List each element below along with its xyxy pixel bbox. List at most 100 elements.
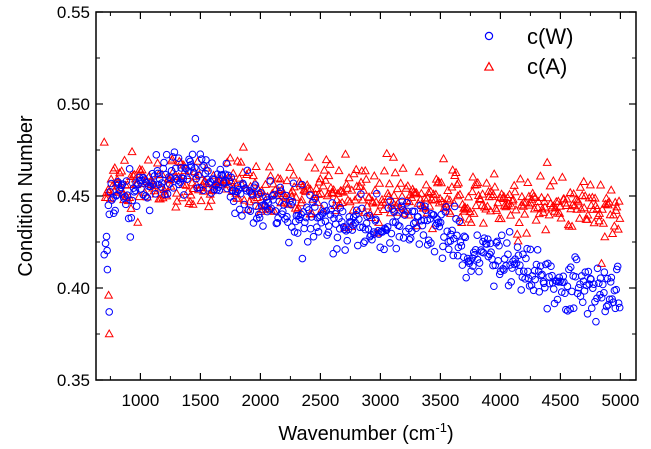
point-cA xyxy=(556,213,566,222)
point-cW xyxy=(327,205,335,214)
point-cW xyxy=(102,232,111,241)
point-cA xyxy=(320,175,331,184)
point-cW xyxy=(322,207,331,215)
point-cW xyxy=(597,293,606,302)
point-cA xyxy=(573,196,584,206)
point-cA xyxy=(186,190,196,199)
point-cW xyxy=(614,299,623,308)
point-cW xyxy=(165,173,173,181)
point-cW xyxy=(149,180,158,189)
point-cA xyxy=(471,200,481,210)
point-cA xyxy=(467,186,477,196)
point-cA xyxy=(206,195,216,204)
point-cW xyxy=(210,185,219,194)
point-cA xyxy=(517,191,527,201)
point-cW xyxy=(256,189,265,197)
point-cA xyxy=(594,208,605,217)
point-cW xyxy=(348,226,357,234)
point-cW xyxy=(479,237,487,246)
point-cW xyxy=(439,242,447,251)
point-cW xyxy=(365,211,374,220)
point-cA xyxy=(337,197,347,207)
point-cA xyxy=(389,190,399,199)
point-cW xyxy=(259,222,267,230)
point-cW xyxy=(574,283,583,292)
x-tick-label: 1500 xyxy=(181,391,219,410)
point-cA xyxy=(291,192,301,201)
point-cW xyxy=(300,224,308,233)
point-cW xyxy=(406,234,415,243)
point-cW xyxy=(606,278,615,286)
point-cA xyxy=(392,183,403,193)
point-cW xyxy=(403,199,411,207)
point-cA xyxy=(318,181,328,190)
point-cW xyxy=(372,189,381,198)
point-cW xyxy=(309,198,317,207)
point-cA xyxy=(509,180,519,189)
point-cW xyxy=(548,271,556,280)
point-cW xyxy=(566,305,574,313)
point-cA xyxy=(321,154,331,164)
point-cW xyxy=(198,163,207,171)
point-cW xyxy=(500,266,508,274)
point-cW xyxy=(252,202,260,210)
point-cW xyxy=(427,239,435,247)
x-tick-label: 5000 xyxy=(601,391,639,410)
point-cA xyxy=(587,192,598,201)
point-cA xyxy=(499,200,510,210)
point-cA xyxy=(465,206,475,216)
point-cA xyxy=(584,193,594,202)
point-cA xyxy=(353,192,363,201)
point-cA xyxy=(364,192,374,201)
point-cW xyxy=(208,159,216,167)
point-cA xyxy=(225,153,235,162)
point-cW xyxy=(218,171,227,179)
axis-ticks: 1000 1500 2000 2500 3000 3500 4000 4500 5000 0.35… xyxy=(57,3,639,410)
point-cA xyxy=(334,165,344,175)
point-cA xyxy=(445,195,455,204)
point-cW xyxy=(561,289,569,298)
point-cW xyxy=(255,213,264,222)
point-cA xyxy=(104,328,114,338)
point-cW xyxy=(267,204,275,213)
point-cW xyxy=(526,245,535,254)
point-cA xyxy=(360,165,370,175)
point-cA xyxy=(369,171,379,180)
x-tick-label: 3500 xyxy=(421,391,459,410)
x-tick-label: 1000 xyxy=(121,391,159,410)
point-cW xyxy=(197,155,206,163)
point-cA xyxy=(236,157,246,166)
point-cW xyxy=(392,244,401,253)
point-cW xyxy=(298,180,306,189)
point-cA xyxy=(242,169,252,179)
point-cA xyxy=(576,204,586,213)
point-cA xyxy=(171,188,182,197)
point-cW xyxy=(161,190,169,199)
point-cA xyxy=(265,171,276,180)
point-cW xyxy=(222,159,231,168)
point-cA xyxy=(468,172,478,181)
point-cA xyxy=(127,146,137,156)
point-cA xyxy=(126,203,136,212)
point-cA xyxy=(400,205,410,214)
point-cW xyxy=(145,206,154,215)
point-cW xyxy=(283,218,292,226)
point-cW xyxy=(504,250,512,259)
point-cW xyxy=(174,154,183,162)
point-cW xyxy=(441,208,450,216)
point-cW xyxy=(143,193,152,202)
point-cW xyxy=(288,197,297,206)
point-cA xyxy=(411,187,422,197)
point-cA xyxy=(466,217,476,226)
point-cA xyxy=(579,203,589,212)
point-cW xyxy=(104,201,113,210)
point-cA xyxy=(441,201,452,211)
point-cW xyxy=(495,241,503,250)
x-tick-label: 2500 xyxy=(301,391,339,410)
point-cA xyxy=(514,217,524,227)
point-cW xyxy=(234,185,243,194)
point-cA xyxy=(463,192,474,201)
point-cA xyxy=(531,215,541,224)
point-cW xyxy=(419,231,428,239)
